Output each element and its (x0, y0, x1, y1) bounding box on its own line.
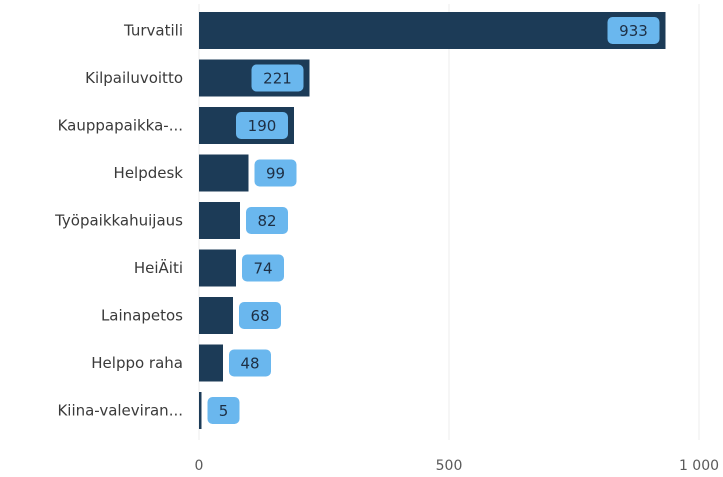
category-label: Turvatili (123, 22, 183, 40)
data-label-badge (242, 254, 284, 282)
bar[interactable] (199, 297, 233, 334)
data-label: 99 (266, 165, 285, 183)
data-label: 5 (219, 402, 229, 420)
category-label: Työpaikkahuijaus (54, 212, 183, 230)
data-label: 221 (263, 70, 292, 88)
x-tick-label: 0 (195, 458, 204, 474)
category-labels: Turvatili Kilpailuvoitto Kauppapaikka-... H… (54, 22, 183, 420)
x-tick-label: 500 (436, 458, 463, 474)
category-label: Kiina-valeviran... (57, 402, 183, 420)
bar[interactable] (199, 249, 236, 287)
data-label-badge (246, 207, 288, 234)
category-label: Helpdesk (114, 164, 184, 182)
category-label: Kauppapaikka-... (58, 117, 183, 135)
bar[interactable] (199, 392, 202, 429)
data-label-badge (239, 302, 281, 329)
data-label-badge (607, 17, 660, 44)
data-label-badge (254, 159, 297, 187)
data-label-badge (229, 349, 271, 377)
bar[interactable] (199, 12, 666, 49)
category-label: HeiÄiti (134, 258, 183, 277)
category-label: Lainapetos (101, 307, 183, 325)
category-label: Helppo raha (91, 354, 183, 372)
data-label: 933 (619, 22, 648, 40)
data-label: 68 (250, 307, 269, 325)
data-label: 190 (248, 117, 277, 135)
data-label-badge (207, 397, 240, 424)
bar[interactable] (199, 344, 223, 382)
category-label: Kilpailuvoitto (85, 69, 183, 87)
data-label: 48 (240, 355, 259, 373)
data-label: 82 (257, 212, 276, 230)
data-label-badge (251, 64, 304, 92)
bar[interactable] (199, 154, 249, 192)
x-axis-ticks: 0 500 1 000 (195, 458, 720, 474)
x-tick-label: 1 000 (679, 458, 719, 474)
bar[interactable] (199, 202, 240, 239)
data-label: 74 (253, 260, 272, 278)
data-label-badge (236, 112, 288, 139)
data-labels: 933 221 190 99 82 74 68 48 5 (207, 17, 660, 424)
